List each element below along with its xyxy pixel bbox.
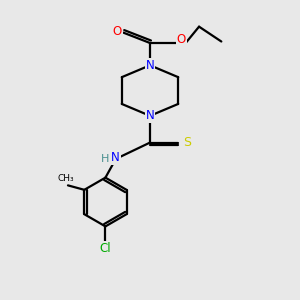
Text: N: N (146, 59, 154, 72)
Text: Cl: Cl (100, 242, 111, 255)
Text: O: O (113, 25, 122, 38)
Text: S: S (183, 136, 191, 149)
Text: N: N (146, 109, 154, 122)
Text: H: H (101, 154, 110, 164)
Text: N: N (111, 151, 120, 164)
Text: CH₃: CH₃ (57, 174, 74, 183)
Text: O: O (177, 33, 186, 46)
Text: N: N (146, 59, 154, 72)
